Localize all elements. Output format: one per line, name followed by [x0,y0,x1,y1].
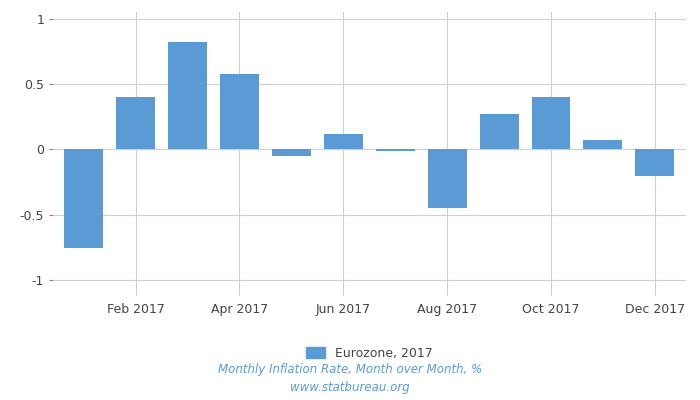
Bar [636,150,674,176]
Bar [376,150,414,151]
Bar [583,140,622,150]
Text: www.statbureau.org: www.statbureau.org [290,382,410,394]
Legend: Eurozone, 2017: Eurozone, 2017 [301,342,438,365]
Bar [324,134,363,150]
Bar [428,150,467,208]
Text: Monthly Inflation Rate, Month over Month, %: Monthly Inflation Rate, Month over Month… [218,364,482,376]
Bar [272,150,311,156]
Bar [220,74,259,150]
Bar [116,97,155,150]
Bar [168,42,207,150]
Bar [531,97,570,150]
Bar [480,114,519,150]
Bar [64,150,103,248]
